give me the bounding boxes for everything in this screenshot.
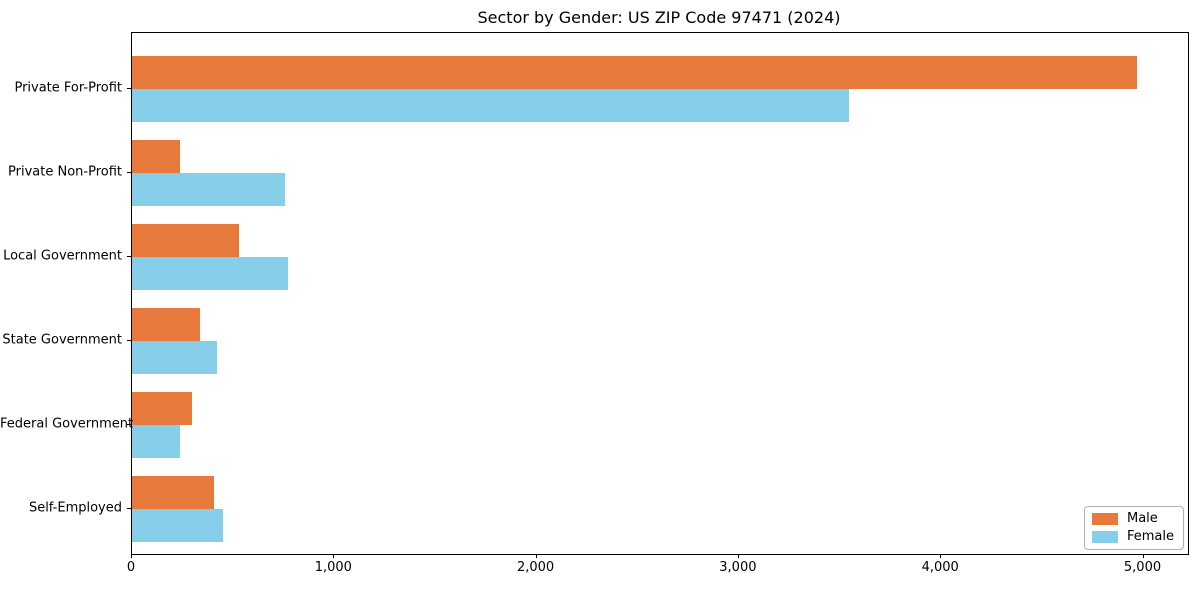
bar-male-2 <box>132 224 240 257</box>
x-tick-label-0: 0 <box>126 560 136 575</box>
legend-label-female: Female <box>1126 529 1174 544</box>
bar-male-0 <box>132 56 1138 89</box>
y-tick-mark-4 <box>127 424 131 425</box>
y-tick-label-2: Local Government <box>3 248 122 264</box>
bar-male-3 <box>132 308 200 341</box>
x-tick-mark-0 <box>131 554 132 558</box>
bar-male-5 <box>132 476 215 509</box>
legend-label-male: Male <box>1126 511 1158 526</box>
x-tick-label-2: 2,000 <box>516 560 555 575</box>
x-tick-label-3: 3,000 <box>719 560 757 575</box>
x-tick-label-5: 5,000 <box>1123 560 1162 575</box>
y-tick-mark-3 <box>127 340 131 341</box>
bar-male-4 <box>132 392 193 425</box>
bar-female-5 <box>132 509 223 542</box>
x-tick-mark-4 <box>940 554 942 558</box>
y-tick-mark-1 <box>127 172 131 173</box>
y-tick-mark-0 <box>127 88 131 89</box>
x-tick-label-4: 4,000 <box>921 560 959 575</box>
bar-female-0 <box>132 89 850 122</box>
y-tick-label-1: Private Non-Profit <box>8 164 122 180</box>
chart-title: Sector by Gender: US ZIP Code 97471 (202… <box>477 8 841 27</box>
legend-swatch-female <box>1091 531 1118 543</box>
x-tick-mark-1 <box>333 554 335 558</box>
x-tick-label-1: 1,000 <box>314 560 352 575</box>
legend-item-female: Female <box>1091 529 1174 544</box>
legend-swatch-male <box>1091 513 1118 525</box>
bar-male-1 <box>132 140 180 173</box>
y-tick-mark-2 <box>127 256 131 257</box>
y-tick-mark-5 <box>127 508 131 509</box>
bar-female-3 <box>132 341 217 374</box>
x-tick-mark-5 <box>1142 554 1144 558</box>
x-tick-mark-2 <box>535 554 537 558</box>
x-tick-mark-3 <box>737 554 739 558</box>
y-tick-label-3: State Government <box>2 332 122 348</box>
legend-item-male: Male <box>1091 511 1174 526</box>
y-tick-label-4: Federal Government <box>0 416 134 432</box>
bar-female-1 <box>132 173 286 206</box>
bar-female-4 <box>132 425 180 458</box>
y-tick-label-0: Private For-Profit <box>14 80 122 96</box>
plot-area: Male Female <box>131 32 1189 555</box>
bar-female-2 <box>132 257 288 290</box>
legend: Male Female <box>1083 506 1184 550</box>
y-tick-label-5: Self-Employed <box>28 500 122 516</box>
